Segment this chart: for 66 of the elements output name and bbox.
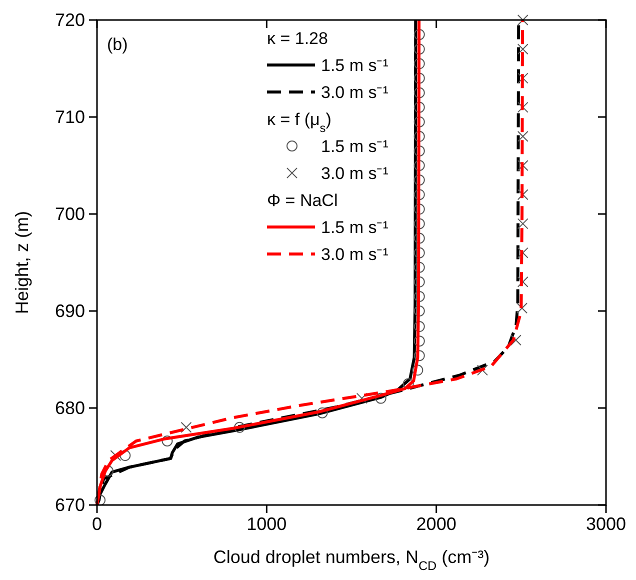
point: [234, 422, 246, 433]
point: [517, 276, 528, 288]
annotation: Φ = NaCl: [267, 191, 338, 210]
y-axis-title: Height, z (m): [12, 210, 32, 314]
annotation: κ = f (μ$_{s}$): [267, 110, 332, 135]
point: [414, 232, 425, 244]
point: [120, 450, 131, 462]
y-tick-label: 680: [54, 398, 85, 418]
point: [414, 350, 425, 362]
point: [517, 160, 528, 171]
y-tick-label: 690: [54, 301, 85, 321]
y-tick-label: 710: [54, 107, 85, 127]
point: [414, 145, 425, 156]
point: [517, 14, 528, 26]
point: [414, 160, 425, 171]
point: [316, 407, 328, 418]
point: [414, 102, 425, 113]
y-tick-label: 670: [54, 495, 85, 515]
point: [414, 204, 425, 215]
x-axis-title: Cloud droplet numbers, N$_{CD}$ (cm⁻³): [213, 547, 490, 573]
point: [414, 29, 425, 40]
point: [414, 247, 425, 258]
y-tick-label: 700: [54, 204, 85, 224]
legend-label: 1.5 m s⁻¹: [321, 218, 389, 237]
point: [414, 306, 425, 316]
point: [414, 116, 425, 128]
point: [414, 72, 425, 84]
point: [414, 218, 425, 230]
point: [162, 435, 173, 446]
x-tick-label: 2000: [416, 514, 456, 534]
annotation: (b): [107, 35, 128, 54]
point: [414, 262, 425, 273]
x-tick-label: 0: [92, 514, 102, 534]
y-tick-label: 720: [54, 10, 85, 30]
point: [517, 102, 528, 113]
point: [414, 174, 425, 186]
legend-label: 3.0 m s⁻¹: [321, 83, 389, 102]
x-tick-label: 1000: [246, 514, 287, 534]
point: [516, 302, 528, 314]
point: [180, 422, 192, 433]
point: [375, 392, 386, 404]
legend-label: 3.0 m s⁻¹: [321, 245, 389, 264]
point: [517, 218, 528, 230]
point: [517, 72, 528, 84]
point: [510, 334, 522, 346]
point: [414, 189, 425, 200]
point: [414, 87, 425, 98]
point: [356, 392, 368, 404]
point: [414, 321, 425, 332]
point: [476, 364, 488, 376]
point: [412, 364, 424, 376]
point: [414, 336, 425, 347]
point: [517, 130, 528, 142]
point: [414, 130, 425, 142]
legend-label: 1.5 m s⁻¹: [321, 137, 389, 156]
point: [517, 247, 528, 258]
x-tick-label: 3000: [586, 514, 626, 534]
legend-label: 1.5 m s⁻¹: [321, 56, 389, 75]
annotation: κ = 1.28: [267, 29, 328, 48]
legend-label: 3.0 m s⁻¹: [321, 164, 389, 183]
point: [414, 58, 425, 70]
point: [517, 189, 528, 200]
point: [517, 44, 528, 55]
point: [414, 44, 425, 55]
point: [414, 290, 425, 302]
point: [414, 276, 425, 288]
